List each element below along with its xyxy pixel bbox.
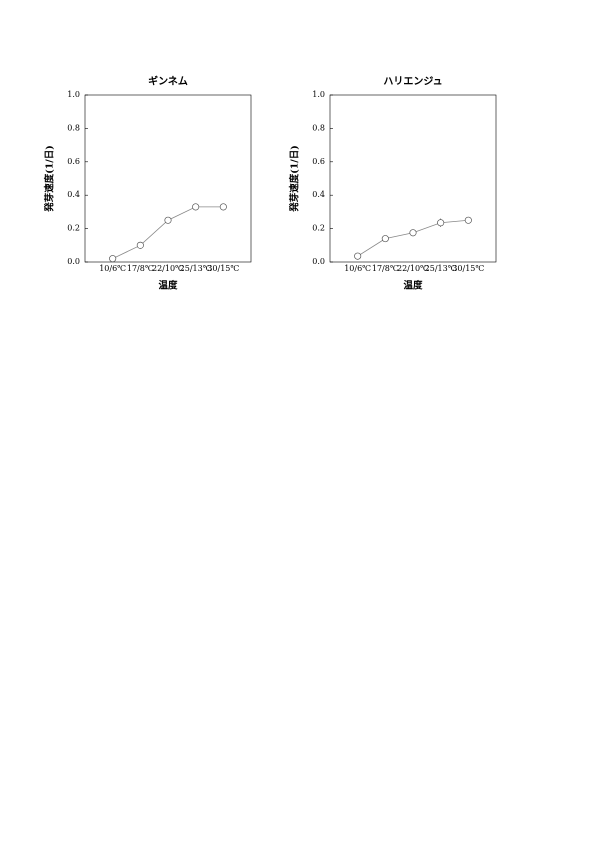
x-tick-label: 25/13℃ — [425, 264, 457, 273]
x-axis-label: 温度 — [158, 280, 178, 292]
marker — [136, 241, 144, 249]
x-tick-label: 30/15℃ — [452, 264, 484, 273]
line — [357, 219, 469, 257]
y-tick-label: 0.0 — [67, 257, 80, 266]
x-tick-label: 25/13℃ — [180, 264, 212, 273]
y-tick-label: 0.4 — [312, 190, 325, 199]
x-tick-label: 17/8℃ — [127, 264, 154, 273]
marker — [219, 203, 227, 211]
y-tick-label: 0.4 — [67, 190, 80, 199]
x-tick-label: 22/10℃ — [397, 264, 429, 273]
x-tick-label: 10/6℃ — [99, 264, 126, 273]
plot-frame — [84, 94, 252, 263]
y-tick-label: 0.8 — [312, 123, 325, 132]
x-tick-label: 10/6℃ — [344, 264, 371, 273]
y-tick-label: 0.6 — [312, 157, 325, 166]
y-tick-label: 0.2 — [312, 224, 325, 233]
marker — [464, 216, 472, 224]
y-tick-label: 0.0 — [312, 257, 325, 266]
chart-title: ギンネム — [148, 75, 188, 88]
marker — [354, 252, 362, 260]
line — [112, 206, 224, 260]
x-tick-label: 30/15℃ — [207, 264, 239, 273]
marker — [381, 235, 389, 243]
x-tick-label: 22/10℃ — [152, 264, 184, 273]
marker — [437, 219, 445, 227]
x-axis-label: 温度 — [403, 280, 423, 292]
marker — [109, 255, 117, 263]
y-axis-label: 発芽速度(1/日) — [289, 145, 301, 213]
y-tick-label: 0.8 — [67, 123, 80, 132]
y-tick-label: 0.6 — [67, 157, 80, 166]
chart-title: ハリエンジュ — [383, 76, 442, 88]
plot-frame — [329, 94, 497, 263]
marker — [192, 203, 200, 211]
x-tick-label: 17/8℃ — [372, 264, 399, 273]
marker — [164, 216, 172, 224]
y-tick-label: 1.0 — [312, 90, 325, 99]
marker — [409, 229, 417, 237]
y-tick-label: 0.2 — [67, 224, 80, 233]
y-axis-label: 発芽速度(1/日) — [44, 145, 56, 213]
y-tick-label: 1.0 — [67, 90, 80, 99]
